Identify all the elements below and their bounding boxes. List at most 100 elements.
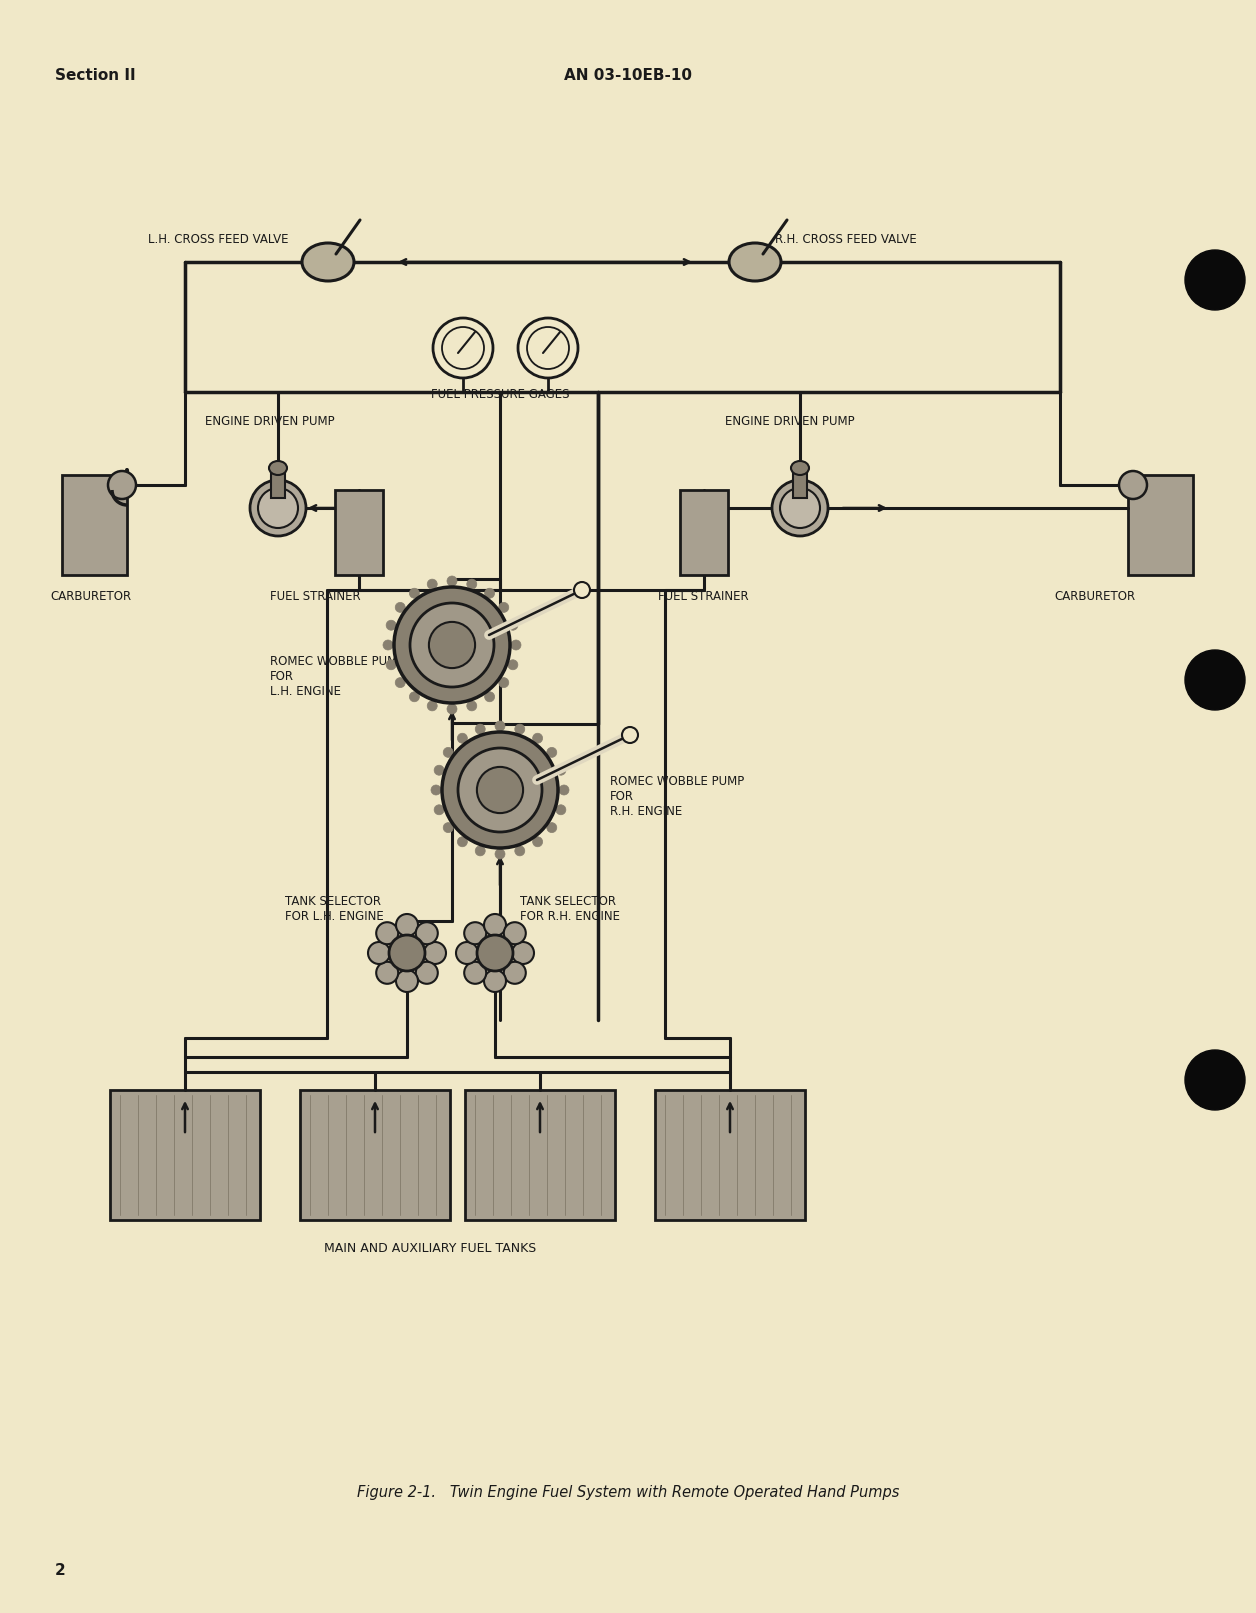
Ellipse shape [377,961,398,984]
Bar [793,473,808,498]
Text: ROMEC WOBBLE PUMP
FOR
R.H. ENGINE: ROMEC WOBBLE PUMP FOR R.H. ENGINE [610,774,745,818]
Ellipse shape [780,489,820,527]
Ellipse shape [383,640,393,650]
Ellipse shape [386,660,396,669]
Ellipse shape [368,942,391,965]
Ellipse shape [427,579,437,589]
Ellipse shape [433,318,494,377]
Ellipse shape [477,936,512,971]
Ellipse shape [467,579,477,589]
Ellipse shape [416,923,438,944]
Ellipse shape [507,660,517,669]
Ellipse shape [1184,250,1245,310]
Ellipse shape [475,724,485,734]
Ellipse shape [485,692,495,702]
Ellipse shape [728,244,781,281]
Text: ROMEC WOBBLE PUMP
FOR
L.H. ENGINE: ROMEC WOBBLE PUMP FOR L.H. ENGINE [270,655,404,698]
Bar [654,1090,805,1219]
Ellipse shape [394,587,510,703]
Text: FUEL PRESSURE GAGES: FUEL PRESSURE GAGES [431,389,569,402]
Ellipse shape [386,621,396,631]
Ellipse shape [477,766,522,813]
Ellipse shape [389,936,425,971]
Ellipse shape [559,786,569,795]
Ellipse shape [257,489,298,527]
Text: TANK SELECTOR
FOR R.H. ENGINE: TANK SELECTOR FOR R.H. ENGINE [520,895,620,923]
Ellipse shape [301,244,354,281]
Ellipse shape [269,461,288,474]
Ellipse shape [515,724,525,734]
Text: FUEL STRAINER: FUEL STRAINER [270,590,360,603]
Ellipse shape [396,602,406,613]
Ellipse shape [499,677,509,687]
Ellipse shape [442,327,484,369]
Ellipse shape [443,823,453,832]
Ellipse shape [485,589,495,598]
Ellipse shape [1119,471,1147,498]
Text: TANK SELECTOR
FOR L.H. ENGINE: TANK SELECTOR FOR L.H. ENGINE [285,895,384,923]
Text: AN 03-10EB-10: AN 03-10EB-10 [564,68,692,82]
Ellipse shape [456,942,479,965]
Ellipse shape [546,823,556,832]
Ellipse shape [431,786,441,795]
Text: 2: 2 [55,1563,65,1578]
Ellipse shape [396,677,406,687]
Ellipse shape [457,734,467,744]
Ellipse shape [528,327,569,369]
Text: ENGINE DRIVEN PUMP: ENGINE DRIVEN PUMP [205,415,335,427]
Text: R.H. CROSS FEED VALVE: R.H. CROSS FEED VALVE [775,232,917,247]
Ellipse shape [533,837,543,847]
Ellipse shape [504,923,526,944]
Text: CARBURETOR: CARBURETOR [50,590,131,603]
Ellipse shape [409,692,420,702]
Ellipse shape [772,481,828,536]
Text: CARBURETOR: CARBURETOR [1055,590,1135,603]
Ellipse shape [467,702,477,711]
Ellipse shape [457,837,467,847]
Bar [62,474,127,574]
Ellipse shape [396,969,418,992]
Ellipse shape [447,703,457,715]
Ellipse shape [443,747,453,758]
Ellipse shape [495,721,505,731]
Ellipse shape [435,805,445,815]
Ellipse shape [475,845,485,857]
Text: Section II: Section II [55,68,136,82]
Ellipse shape [465,923,486,944]
Bar [271,473,285,498]
Ellipse shape [377,923,398,944]
Ellipse shape [556,765,566,776]
Ellipse shape [428,623,475,668]
Ellipse shape [499,602,509,613]
Ellipse shape [409,603,494,687]
Ellipse shape [409,589,420,598]
Ellipse shape [427,702,437,711]
Ellipse shape [517,318,578,377]
Ellipse shape [396,915,418,936]
Ellipse shape [442,732,558,848]
Ellipse shape [1184,650,1245,710]
Ellipse shape [511,640,521,650]
Bar [1128,474,1193,574]
Text: FUEL STRAINER: FUEL STRAINER [658,590,749,603]
Ellipse shape [416,961,438,984]
Ellipse shape [507,621,517,631]
Bar [679,490,728,574]
Ellipse shape [484,969,506,992]
Ellipse shape [515,845,525,857]
Ellipse shape [504,961,526,984]
Text: L.H. CROSS FEED VALVE: L.H. CROSS FEED VALVE [148,232,289,247]
Ellipse shape [447,576,457,586]
Ellipse shape [108,471,136,498]
Ellipse shape [495,848,505,860]
Bar [300,1090,450,1219]
Ellipse shape [458,748,543,832]
Text: Figure 2-1.   Twin Engine Fuel System with Remote Operated Hand Pumps: Figure 2-1. Twin Engine Fuel System with… [357,1486,899,1500]
Ellipse shape [435,765,445,776]
Ellipse shape [622,727,638,744]
Ellipse shape [546,747,556,758]
Ellipse shape [465,961,486,984]
Ellipse shape [556,805,566,815]
Ellipse shape [574,582,590,598]
Bar [335,490,383,574]
